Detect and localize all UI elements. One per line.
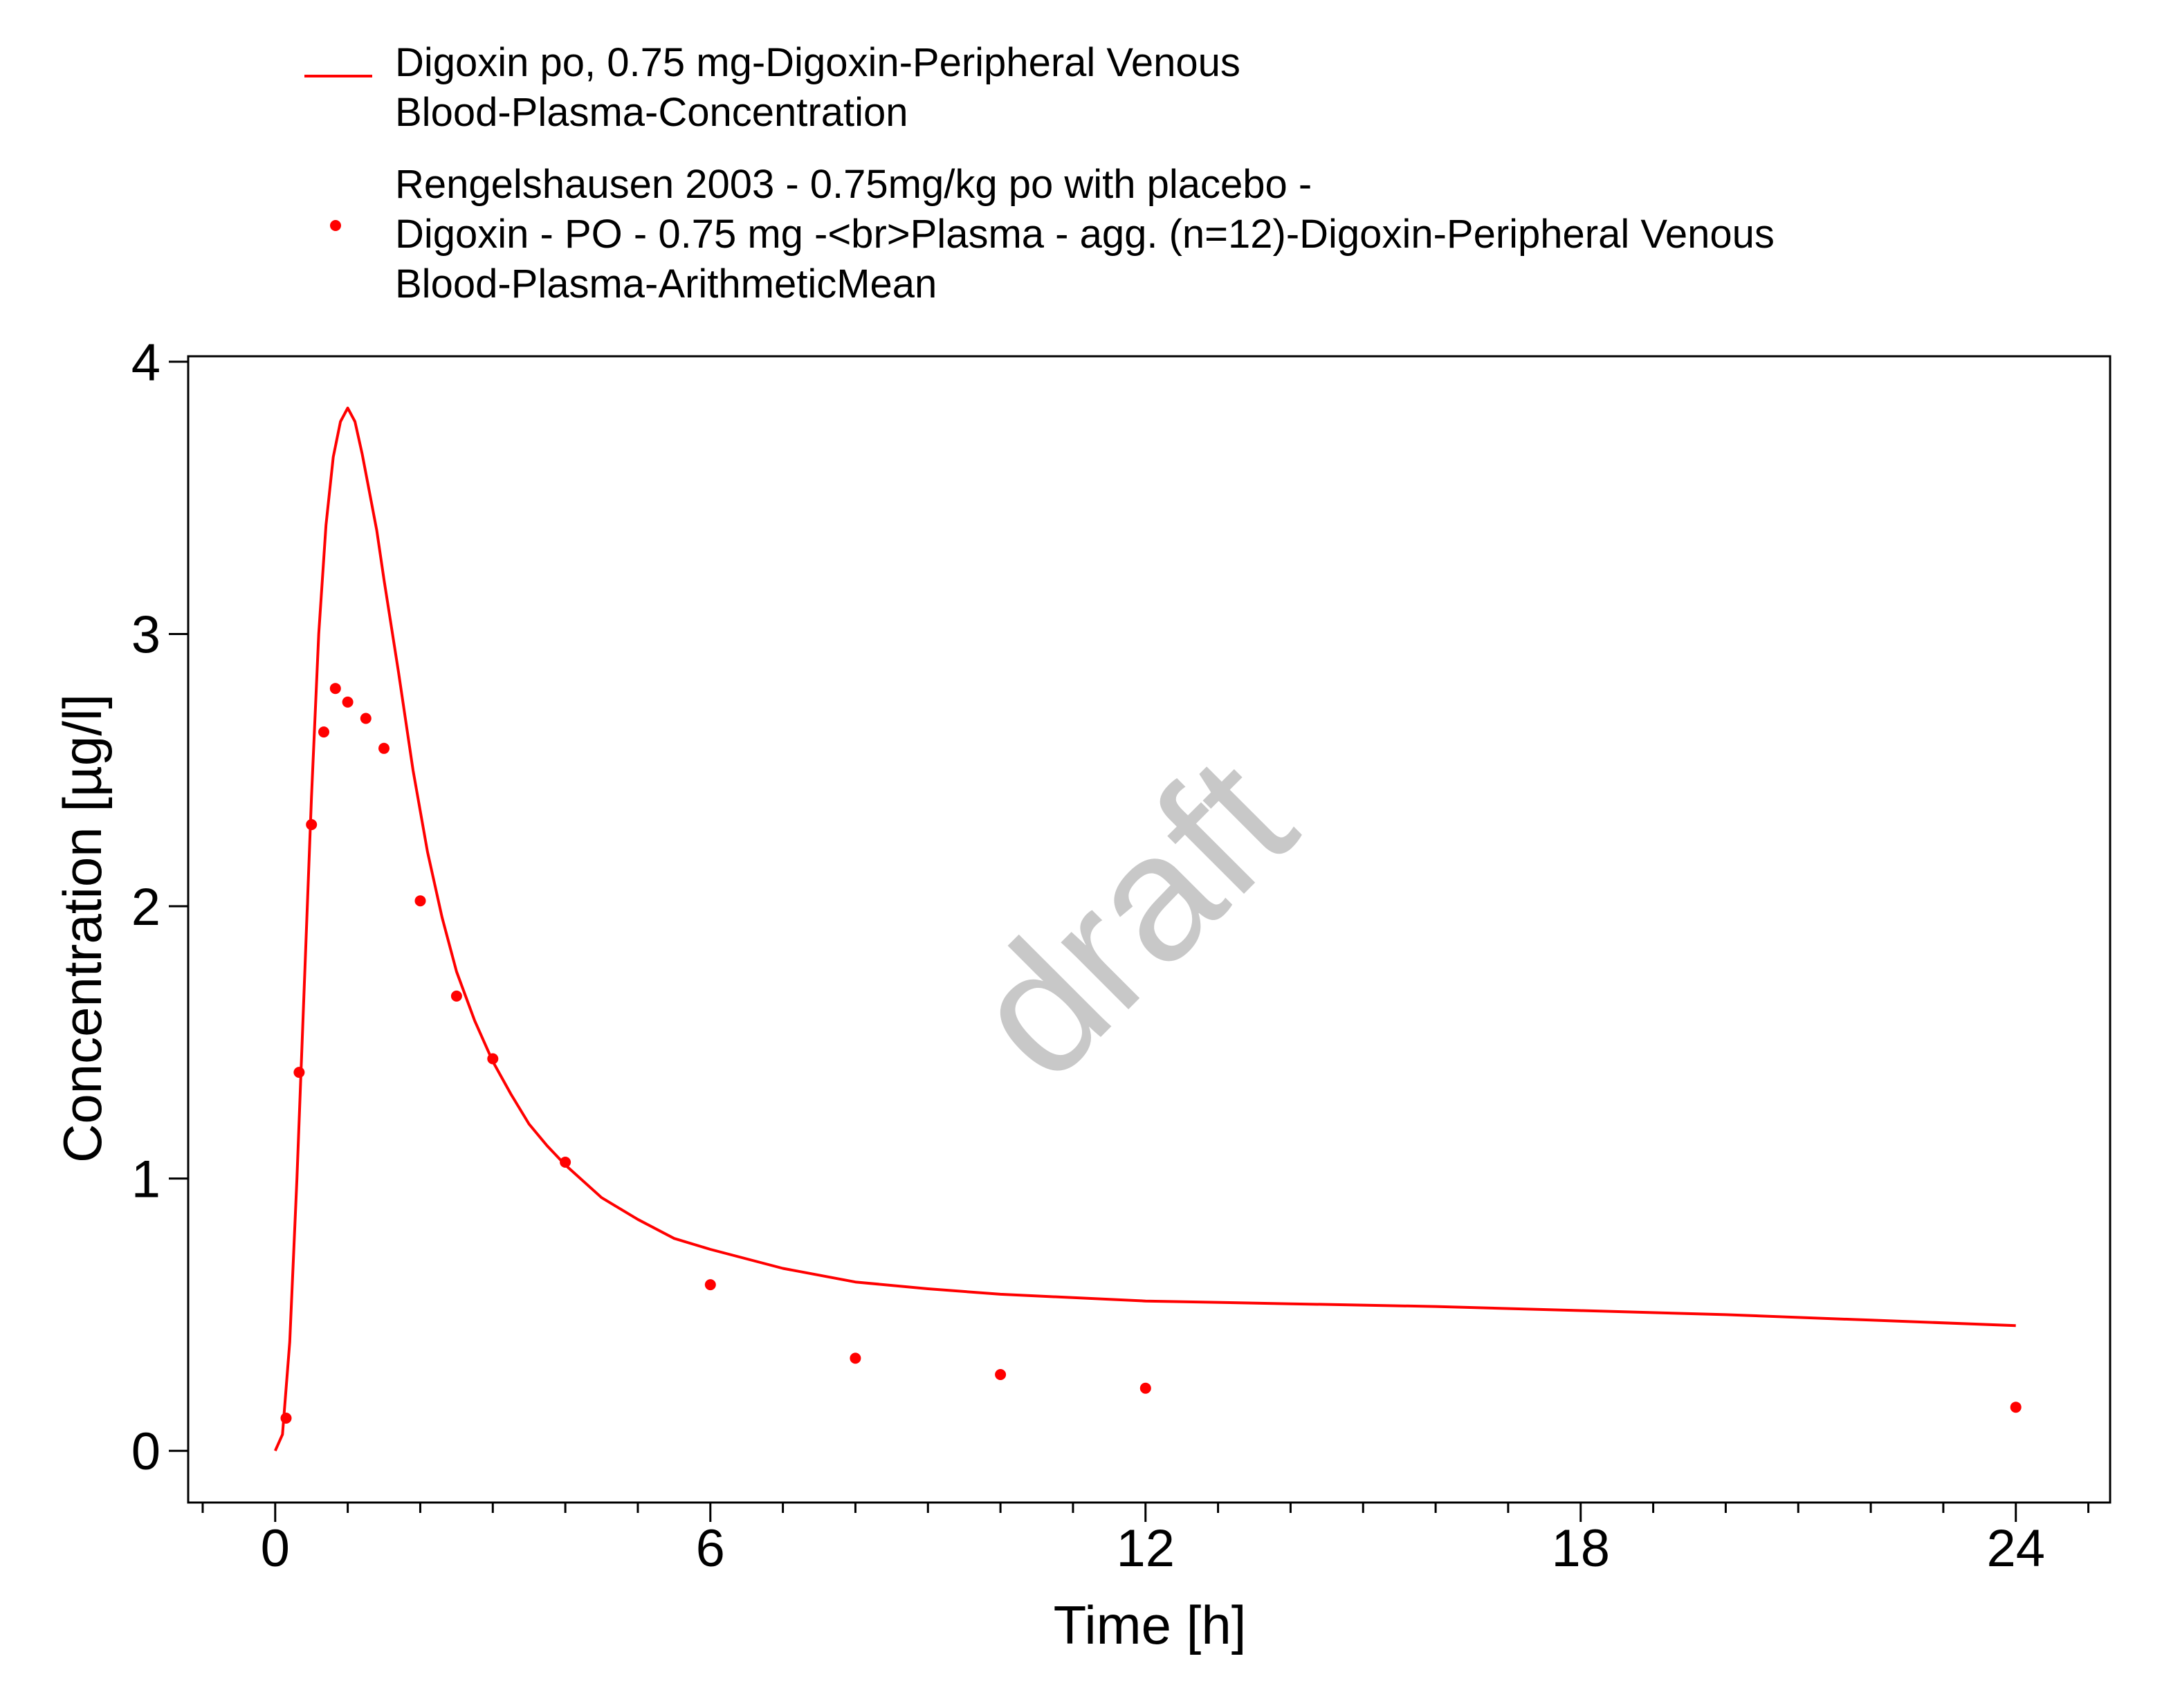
series-0-line (273, 406, 2016, 1452)
series-1-point (360, 713, 372, 724)
series-1-point (487, 1053, 499, 1065)
series-1-point (450, 990, 462, 1002)
legend-entry-0-text: Digoxin po, 0.75 mg-Digoxin-Peripheral V… (395, 40, 1240, 85)
y-tick-label: 0 (131, 1422, 161, 1481)
series-1-point (995, 1369, 1007, 1380)
draft-watermark: draft (935, 719, 1332, 1117)
y-tick-label: 3 (131, 605, 161, 664)
plot-frame (187, 355, 2111, 1504)
series-1-point (414, 895, 426, 907)
series-1-point (378, 742, 390, 754)
x-axis-title: Time [h] (1054, 1595, 1247, 1655)
y-axis-title: Concentration [µg/l] (52, 694, 113, 1163)
legend-entry-0-text: Blood-Plasma-Concentration (395, 90, 908, 135)
x-tick-label: 6 (696, 1519, 725, 1578)
x-tick-label: 24 (1986, 1519, 2045, 1578)
legend-entry-1-text: Digoxin - PO - 0.75 mg -<br>Plasma - agg… (395, 212, 1775, 257)
series-1-point (293, 1067, 305, 1078)
series-1-point (850, 1352, 861, 1364)
series-1-point (704, 1279, 716, 1291)
series-1-point (306, 819, 318, 830)
y-tick-label: 2 (131, 878, 161, 937)
plot-area (273, 406, 2022, 1452)
series-1-point (318, 726, 329, 738)
x-tick-label: 0 (261, 1519, 290, 1578)
y-tick-label: 1 (131, 1150, 161, 1209)
legend-entry-1-text: Blood-Plasma-ArithmeticMean (395, 261, 937, 306)
y-tick-label: 4 (131, 333, 161, 392)
series-1-point (280, 1413, 292, 1424)
series-1-point (329, 683, 341, 695)
legend-entry-1-text: Rengelshausen 2003 - 0.75mg/kg po with p… (395, 162, 1312, 207)
series-1-point (342, 696, 354, 708)
series-1-point (2010, 1402, 2022, 1413)
series-1-point (560, 1157, 571, 1168)
series-1-point (1139, 1382, 1151, 1394)
legend-point-swatch (330, 220, 341, 231)
legend: Digoxin po, 0.75 mg-Digoxin-Peripheral V… (304, 40, 1775, 306)
x-tick-label: 18 (1551, 1519, 1610, 1578)
x-tick-label: 12 (1116, 1519, 1175, 1578)
